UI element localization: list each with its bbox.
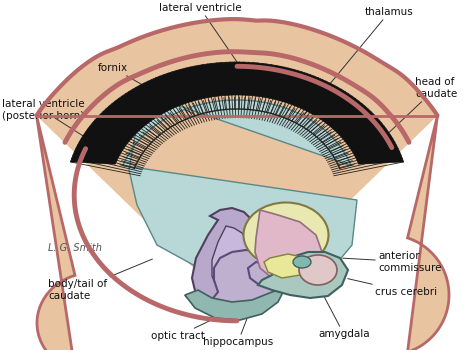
Text: head of
caudate: head of caudate [364, 77, 457, 156]
Polygon shape [36, 116, 75, 350]
Polygon shape [71, 62, 403, 164]
Text: body/tail of
caudate: body/tail of caudate [48, 259, 153, 301]
Text: thalamus: thalamus [302, 7, 414, 118]
Text: lateral ventricle: lateral ventricle [159, 3, 246, 76]
Text: optic tract: optic tract [151, 313, 226, 341]
Polygon shape [408, 116, 449, 350]
Polygon shape [36, 19, 438, 310]
Ellipse shape [244, 203, 328, 267]
Text: fornix: fornix [98, 63, 192, 114]
Polygon shape [185, 250, 285, 318]
Text: anterior
commissure: anterior commissure [343, 251, 441, 273]
Polygon shape [212, 226, 258, 302]
Ellipse shape [293, 256, 311, 268]
Polygon shape [185, 288, 285, 320]
Polygon shape [255, 210, 322, 282]
Text: lateral ventricle
(posterior horn): lateral ventricle (posterior horn) [2, 99, 85, 121]
Polygon shape [258, 252, 348, 298]
Text: L. G. Smith: L. G. Smith [48, 243, 102, 253]
Polygon shape [192, 208, 268, 315]
Ellipse shape [299, 255, 337, 285]
Text: amygdala: amygdala [318, 287, 370, 339]
Polygon shape [123, 100, 357, 283]
Text: crus cerebri: crus cerebri [348, 279, 437, 297]
Text: hippocampus: hippocampus [203, 318, 273, 347]
Polygon shape [264, 254, 310, 278]
